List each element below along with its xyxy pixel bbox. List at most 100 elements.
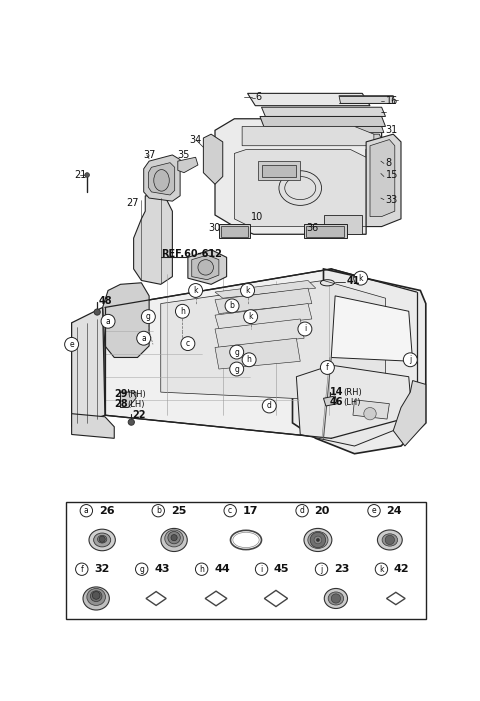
Text: g: g [234, 365, 239, 374]
Polygon shape [144, 155, 180, 201]
Ellipse shape [304, 529, 332, 552]
Text: g: g [139, 565, 144, 573]
Circle shape [176, 304, 190, 318]
Polygon shape [324, 396, 337, 406]
Text: i: i [304, 325, 306, 334]
Polygon shape [178, 157, 198, 172]
Polygon shape [192, 255, 219, 280]
Ellipse shape [94, 533, 111, 547]
Text: a: a [106, 317, 110, 326]
Circle shape [364, 407, 376, 420]
Polygon shape [219, 224, 250, 238]
Circle shape [198, 259, 214, 275]
Text: 15: 15 [385, 170, 398, 180]
Circle shape [65, 337, 79, 351]
Text: k: k [359, 273, 363, 283]
Circle shape [181, 336, 195, 350]
Text: b: b [229, 301, 235, 311]
Text: a: a [84, 506, 89, 515]
Text: c: c [228, 506, 232, 515]
Text: 48: 48 [99, 297, 112, 306]
Text: 26: 26 [99, 505, 114, 516]
Text: (LH): (LH) [127, 400, 145, 409]
Circle shape [240, 283, 254, 297]
Text: 27: 27 [126, 198, 138, 208]
Text: e: e [69, 340, 74, 349]
Polygon shape [258, 161, 300, 180]
Circle shape [168, 531, 180, 544]
Polygon shape [324, 215, 362, 234]
Polygon shape [242, 126, 374, 146]
Polygon shape [188, 250, 227, 285]
Text: 32: 32 [94, 564, 109, 574]
Polygon shape [339, 95, 395, 103]
Polygon shape [66, 502, 426, 619]
Ellipse shape [161, 529, 187, 552]
Circle shape [171, 535, 177, 540]
Text: c: c [186, 339, 190, 348]
Text: 45: 45 [274, 564, 289, 574]
Circle shape [92, 592, 100, 599]
Circle shape [354, 271, 368, 285]
Text: 22: 22 [132, 410, 145, 420]
Ellipse shape [90, 591, 102, 601]
Text: 6: 6 [255, 93, 262, 102]
Polygon shape [161, 280, 385, 400]
Text: i: i [261, 565, 263, 573]
Circle shape [189, 283, 203, 297]
Polygon shape [260, 116, 385, 126]
Text: h: h [247, 355, 252, 365]
Text: 33: 33 [385, 195, 398, 205]
Text: a: a [141, 334, 146, 343]
Text: j: j [320, 565, 323, 573]
Text: 43: 43 [154, 564, 169, 574]
Circle shape [314, 536, 322, 544]
Circle shape [101, 314, 115, 328]
Circle shape [224, 505, 236, 517]
Text: 10: 10 [252, 212, 264, 222]
Polygon shape [215, 280, 316, 298]
Circle shape [94, 309, 100, 315]
Polygon shape [370, 139, 395, 217]
Text: 37: 37 [143, 150, 156, 160]
Text: g: g [234, 348, 239, 357]
Text: k: k [379, 565, 384, 573]
Polygon shape [215, 338, 300, 369]
Polygon shape [215, 118, 382, 234]
Text: 28: 28 [114, 400, 128, 409]
Circle shape [321, 360, 335, 374]
Polygon shape [72, 414, 114, 438]
Polygon shape [105, 269, 417, 438]
Polygon shape [215, 319, 304, 348]
Polygon shape [215, 288, 312, 313]
Polygon shape [120, 392, 136, 407]
Text: 21: 21 [74, 170, 86, 180]
Ellipse shape [324, 588, 348, 608]
Circle shape [385, 536, 395, 545]
Text: d: d [300, 506, 304, 515]
Ellipse shape [382, 533, 397, 546]
Polygon shape [296, 365, 413, 446]
Polygon shape [262, 107, 385, 116]
Polygon shape [324, 126, 384, 132]
Circle shape [225, 299, 239, 313]
Circle shape [99, 536, 105, 543]
Text: f: f [81, 565, 83, 573]
Circle shape [298, 322, 312, 336]
Ellipse shape [328, 592, 344, 605]
Text: 20: 20 [314, 505, 330, 516]
Text: 24: 24 [386, 505, 402, 516]
Polygon shape [103, 283, 149, 358]
Circle shape [135, 563, 148, 576]
Circle shape [152, 505, 165, 517]
Text: h: h [180, 307, 185, 315]
Text: 8: 8 [385, 158, 392, 168]
Circle shape [242, 353, 256, 367]
Text: 17: 17 [242, 505, 258, 516]
Circle shape [244, 310, 258, 324]
Circle shape [262, 399, 276, 413]
Circle shape [230, 345, 244, 359]
Circle shape [296, 505, 308, 517]
Polygon shape [331, 296, 413, 361]
Circle shape [85, 172, 89, 177]
